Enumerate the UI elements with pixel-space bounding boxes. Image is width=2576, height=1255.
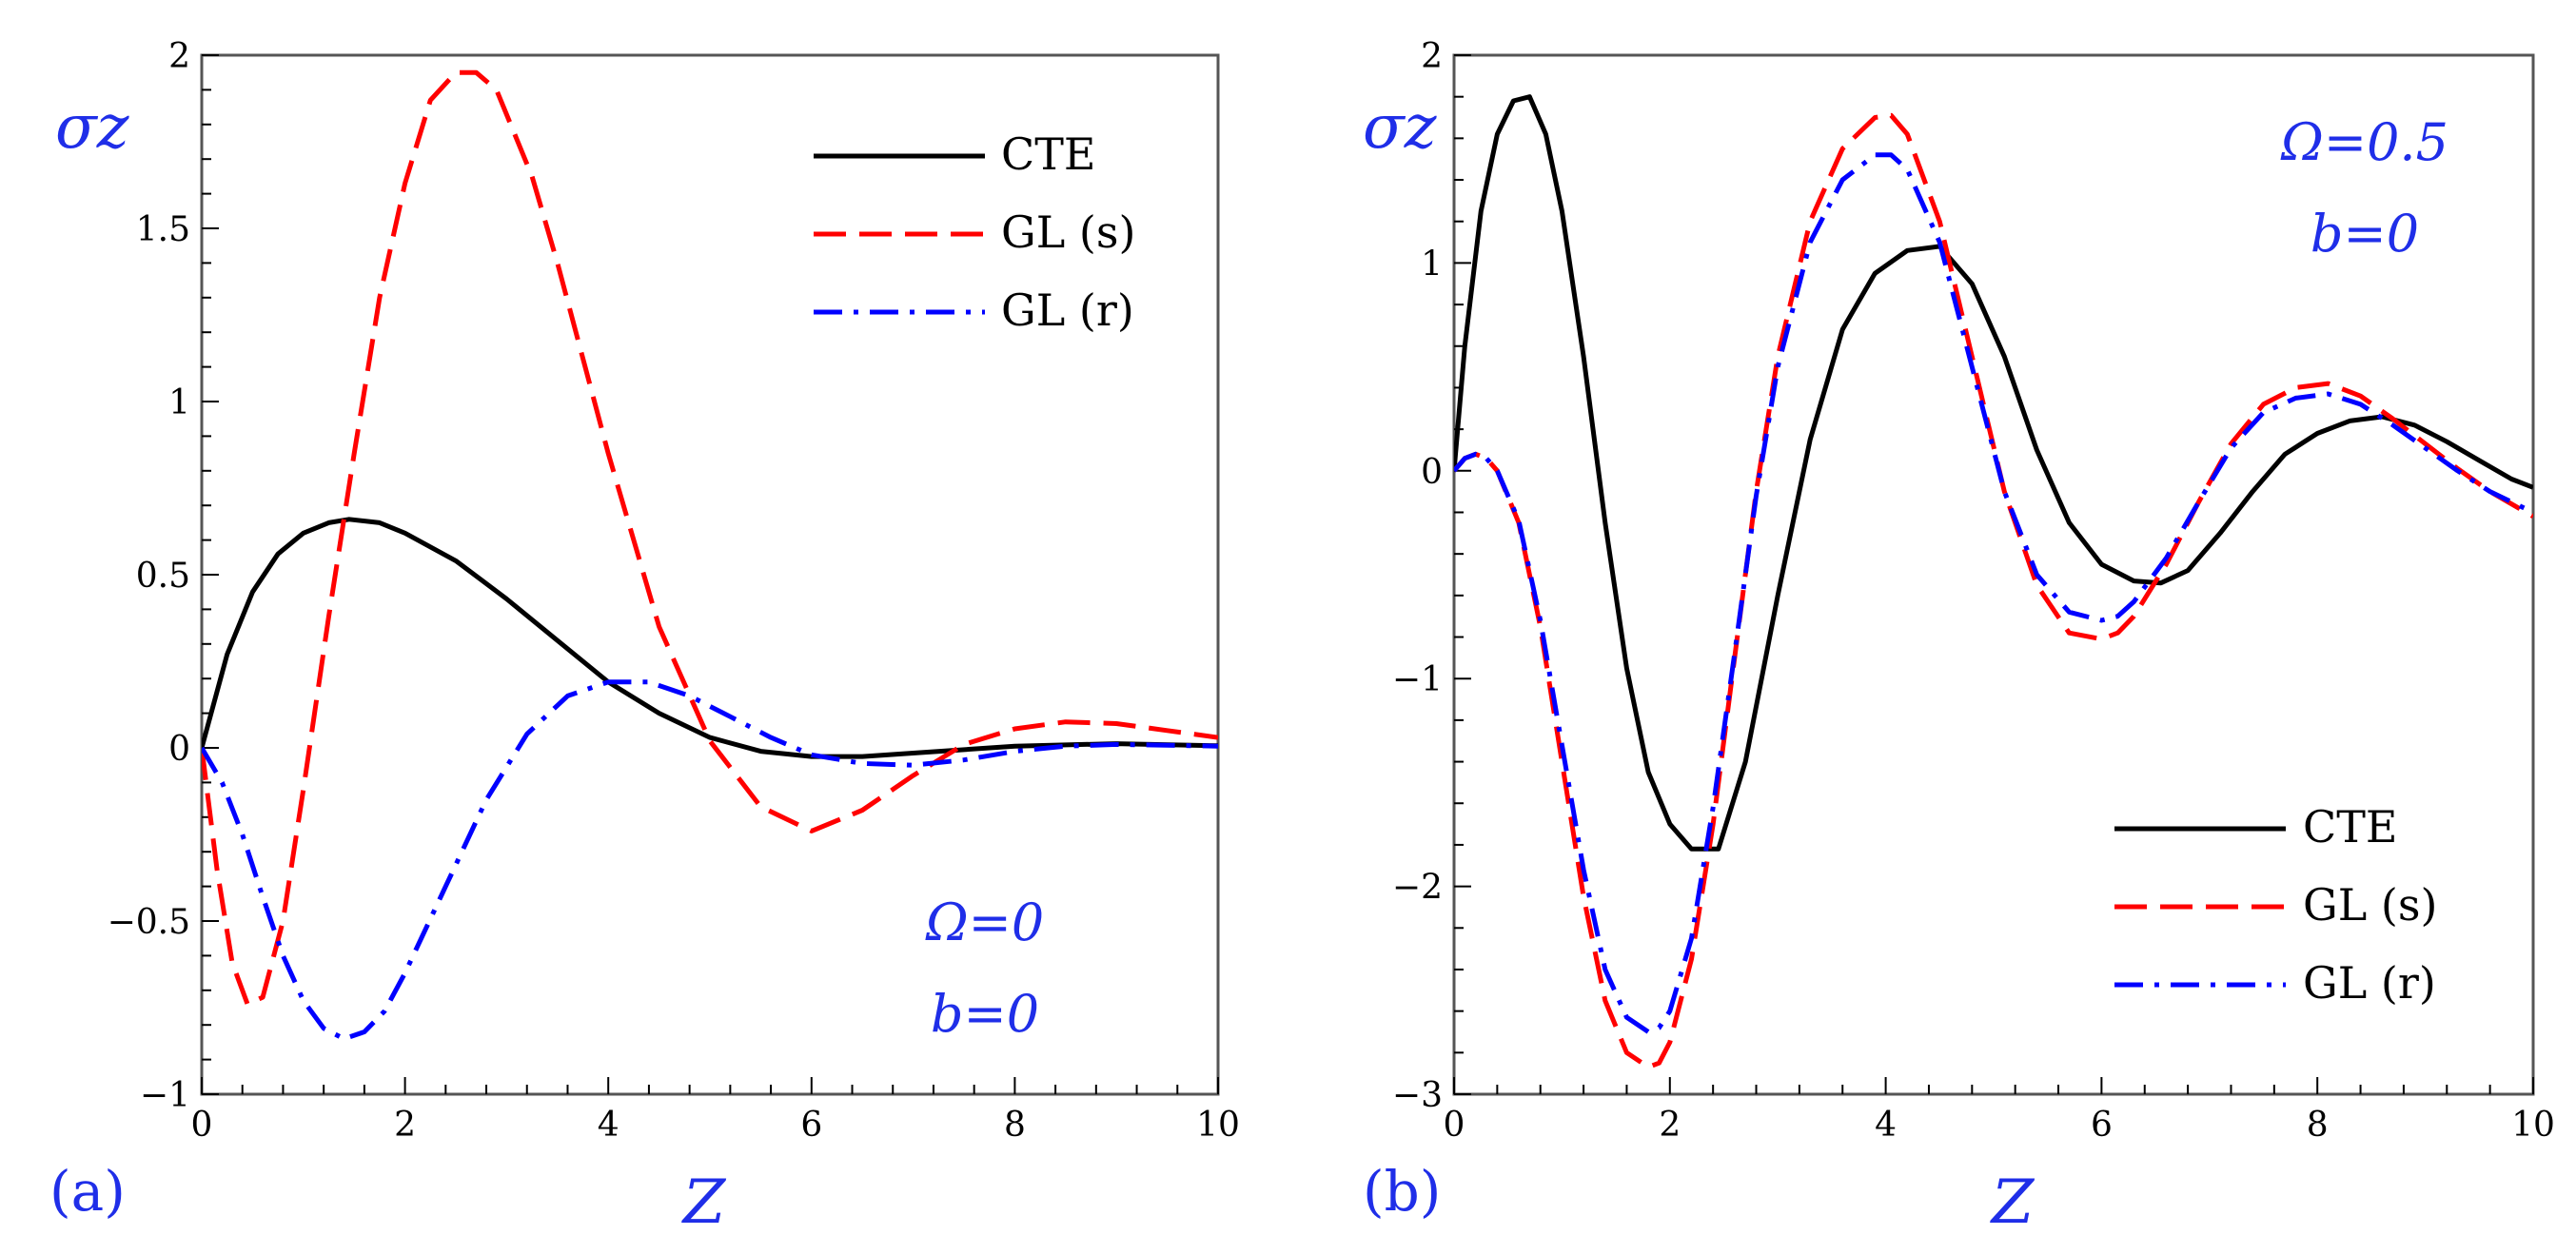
legend-label: GL (s)	[1001, 206, 1135, 258]
x-tick-label: 0	[191, 1106, 213, 1145]
x-tick-label: 8	[1004, 1106, 1026, 1145]
x-tick-label: 2	[1659, 1106, 1681, 1145]
legend-label: CTE	[2303, 801, 2397, 853]
y-tick-label: 0	[168, 730, 190, 769]
y-tick-label: −0.5	[108, 903, 190, 942]
parameter-annotation: b=0	[931, 984, 1039, 1044]
series-line-gl-r	[202, 679, 1218, 1042]
x-tick-label: 10	[2511, 1106, 2555, 1145]
y-tick-label: 2	[1421, 37, 1443, 76]
y-tick-label: −3	[1392, 1076, 1443, 1115]
x-axis-label: Z	[1990, 1167, 2035, 1238]
parameter-annotation: Ω=0	[925, 892, 1044, 952]
panel-label: (a)	[49, 1159, 126, 1224]
x-axis-label: Z	[681, 1167, 727, 1238]
panel-label: (b)	[1363, 1159, 1441, 1224]
legend-label: GL (s)	[2303, 879, 2437, 931]
x-tick-label: 8	[2307, 1106, 2329, 1145]
y-tick-label: 0.5	[136, 557, 190, 596]
series-line-gl-s	[1454, 112, 2533, 1070]
legend-label: CTE	[1001, 128, 1095, 180]
chart-panel-b: 0 2 4 6 8 10 −3 −2 −1 0 1 2 CTE GL (s) GL (r) Ω=0.5 b=0 σ…	[1363, 37, 2555, 1238]
y-tick-label: 1	[168, 383, 190, 422]
x-tick-label: 10	[1196, 1106, 1240, 1145]
plot-frame	[1452, 53, 2535, 1096]
series-line-gl-r	[1454, 152, 2533, 1034]
parameter-annotation: Ω=0.5	[2280, 112, 2448, 172]
y-tick-label: 2	[168, 37, 190, 76]
x-tick-label: 6	[2091, 1106, 2113, 1145]
x-tick-label: 4	[1875, 1106, 1897, 1145]
chart-panel-a: 0 2 4 6 8 10 −1 −0.5 0 0.5 1 1.5 2 CTE GL (s) GL (r) Ω=0…	[49, 37, 1240, 1238]
series-line-cte	[202, 517, 1218, 759]
y-tick-label: −1	[140, 1076, 190, 1115]
parameter-annotation: b=0	[2311, 204, 2419, 264]
y-tick-label: −2	[1392, 869, 1443, 908]
series-line-gl-s	[202, 69, 1218, 1007]
legend-label: GL (r)	[1001, 284, 1134, 336]
y-axis-label: σz	[55, 92, 130, 163]
y-tick-label: 1	[1421, 245, 1443, 284]
y-axis-label: σz	[1363, 92, 1438, 163]
y-tick-label: −1	[1392, 660, 1443, 699]
x-tick-label: 2	[394, 1106, 416, 1145]
x-tick-label: 6	[800, 1106, 822, 1145]
y-tick-label: 0	[1421, 453, 1443, 492]
x-tick-label: 0	[1444, 1106, 1465, 1145]
y-tick-label: 1.5	[136, 210, 190, 249]
legend-label: GL (r)	[2303, 957, 2436, 1009]
x-tick-label: 4	[598, 1106, 619, 1145]
series-line-cte	[1454, 94, 2533, 852]
